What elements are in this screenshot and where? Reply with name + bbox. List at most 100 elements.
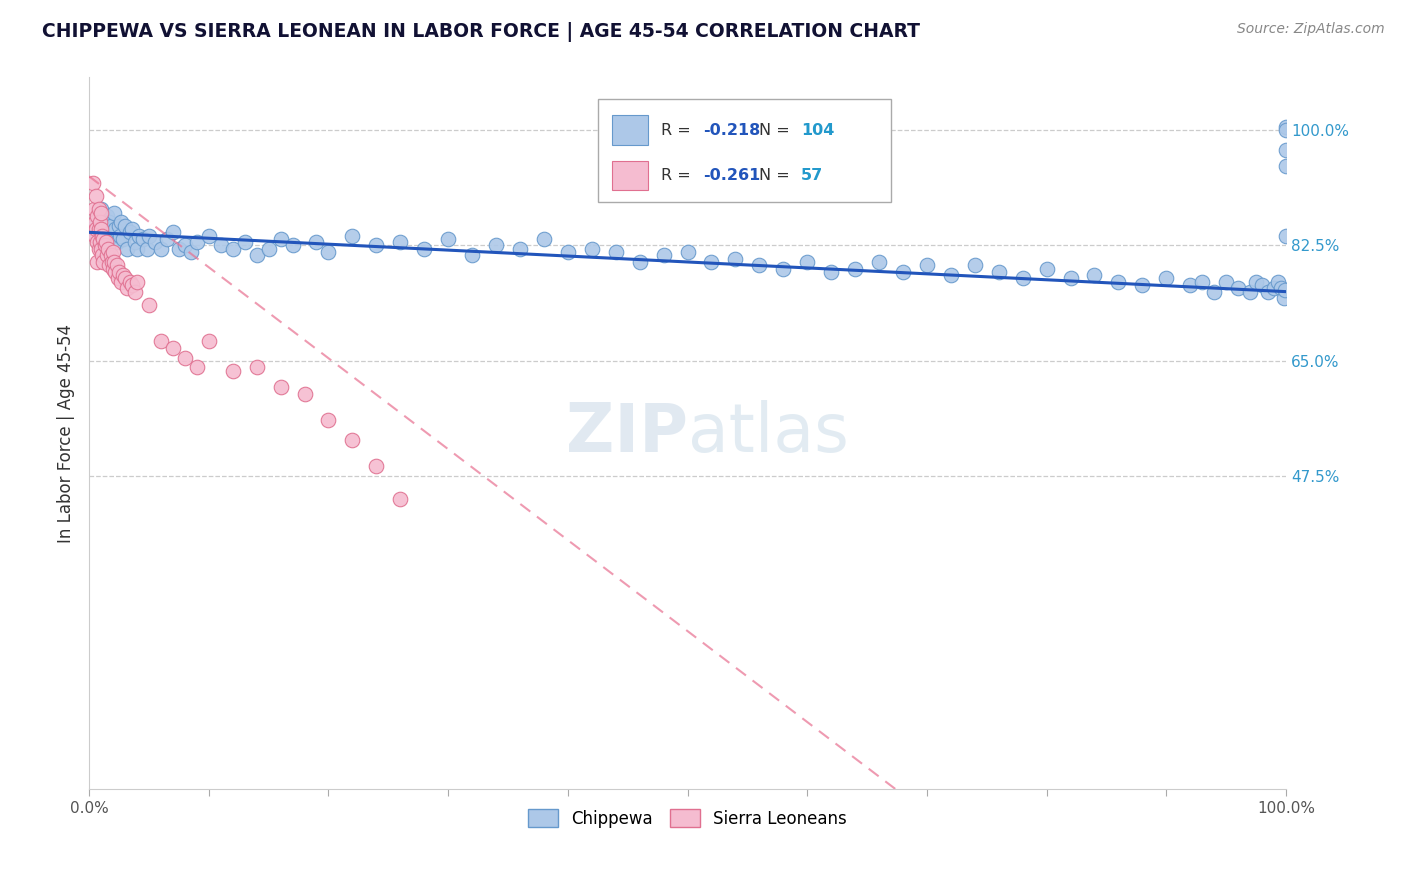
Point (509, 242, 531, 256)
Point (93, 238, 115, 252)
Point (437, 232, 460, 246)
Point (87, 242, 110, 256)
Point (135, 242, 157, 256)
Point (197, 334, 219, 348)
FancyBboxPatch shape (598, 99, 891, 202)
Point (149, 334, 172, 348)
Point (700, 255, 723, 269)
Point (1083, 268, 1105, 282)
Point (342, 228, 364, 243)
Point (96, 248, 118, 262)
Point (557, 245, 579, 260)
Point (1180, 278, 1202, 293)
Point (233, 235, 256, 250)
Point (117, 281, 139, 295)
Point (1154, 271, 1177, 285)
Text: N =: N = (759, 123, 796, 137)
Point (138, 298, 160, 312)
Point (105, 258, 128, 272)
Point (93, 222, 115, 236)
Point (796, 255, 818, 269)
Point (94, 235, 117, 250)
Point (143, 235, 166, 250)
Point (91, 228, 114, 243)
Point (105, 235, 128, 250)
Point (413, 242, 436, 256)
Point (1251, 278, 1274, 293)
Point (103, 205, 125, 219)
Text: -0.261: -0.261 (703, 168, 761, 183)
Point (209, 238, 232, 252)
Point (389, 492, 412, 507)
Point (652, 248, 675, 262)
Point (772, 261, 794, 276)
Point (1130, 278, 1153, 293)
Point (197, 228, 219, 243)
Point (1011, 271, 1033, 285)
Point (98, 215, 121, 229)
Point (915, 258, 938, 272)
Point (89, 235, 111, 250)
Point (1107, 275, 1129, 289)
Point (162, 225, 184, 239)
Point (366, 459, 388, 474)
Legend: Chippewa, Sierra Leoneans: Chippewa, Sierra Leoneans (522, 803, 853, 834)
Point (86, 228, 108, 243)
Y-axis label: In Labor Force | Age 45-54: In Labor Force | Age 45-54 (58, 324, 75, 543)
Point (100, 248, 122, 262)
Point (86, 255, 108, 269)
Point (1204, 285, 1226, 299)
Point (84, 228, 107, 243)
Text: R =: R = (661, 123, 696, 137)
Point (125, 275, 148, 289)
Point (114, 219, 136, 233)
Point (186, 360, 208, 375)
Point (1239, 285, 1261, 299)
Point (125, 242, 148, 256)
Point (533, 232, 555, 246)
Point (281, 238, 304, 252)
Point (86, 209, 108, 223)
Point (1267, 275, 1289, 289)
Point (270, 232, 292, 246)
Point (118, 275, 141, 289)
Point (84, 222, 107, 236)
Text: ZIP: ZIP (565, 401, 688, 467)
Point (180, 245, 202, 260)
Point (1059, 271, 1081, 285)
Point (84, 215, 107, 229)
Point (1191, 275, 1213, 289)
Point (1275, 123, 1298, 137)
Point (305, 235, 328, 250)
Point (90, 205, 112, 219)
Point (104, 222, 127, 236)
Point (111, 268, 134, 282)
Point (121, 222, 143, 236)
Point (186, 235, 208, 250)
Point (110, 275, 132, 289)
Point (173, 238, 195, 252)
Point (121, 278, 143, 293)
Point (96, 209, 118, 223)
Point (366, 238, 388, 252)
Point (124, 285, 146, 299)
Point (100, 219, 122, 233)
Point (1274, 283, 1296, 297)
Point (318, 245, 340, 260)
Point (1275, 143, 1298, 157)
Point (1263, 281, 1285, 295)
Point (1275, 120, 1298, 134)
Point (82, 176, 104, 190)
Point (844, 261, 866, 276)
Point (101, 261, 124, 276)
Point (87, 222, 110, 236)
Point (118, 225, 141, 239)
Point (83, 202, 105, 217)
Point (270, 380, 292, 394)
Point (104, 265, 127, 279)
Point (1275, 160, 1298, 174)
Point (98, 258, 121, 272)
Point (939, 268, 962, 282)
Point (86, 235, 108, 250)
Point (676, 245, 699, 260)
